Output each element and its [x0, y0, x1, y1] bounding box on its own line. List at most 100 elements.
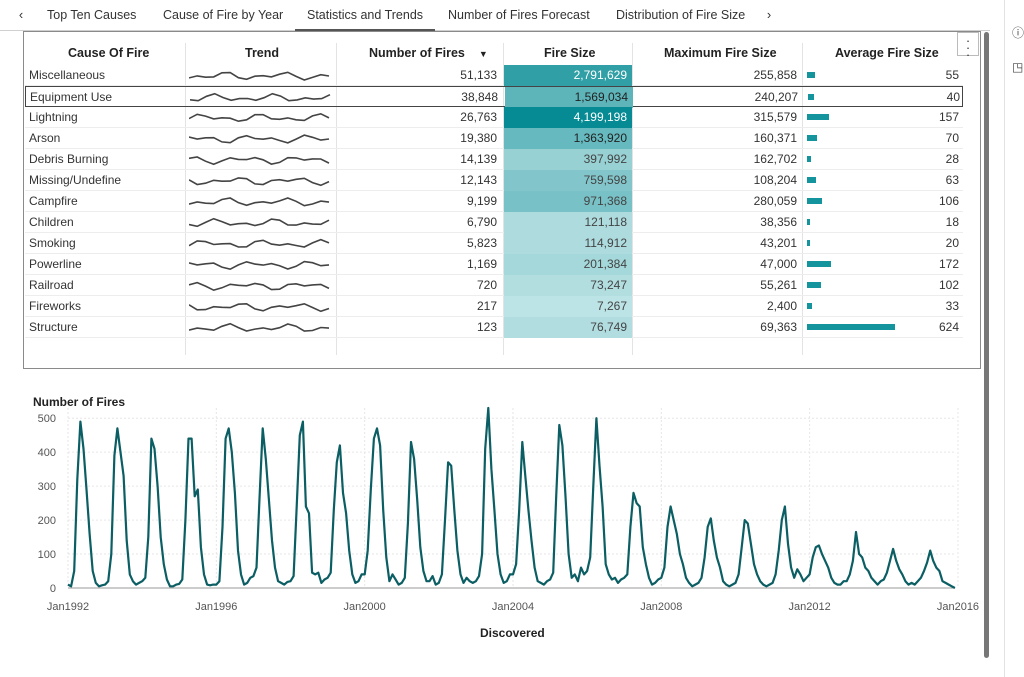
- cause-cell: Miscellaneous: [29, 68, 106, 82]
- column-divider: [503, 43, 504, 355]
- average-fire-size-bar: [807, 261, 831, 267]
- chevron-left-icon[interactable]: ‹: [18, 7, 24, 22]
- maximum-fire-size-cell: 240,207: [754, 90, 798, 104]
- table-row[interactable]: Children 6,790 121,118 38,356 18: [25, 212, 963, 233]
- fire-size-cell: 397,992: [504, 149, 632, 170]
- table-row[interactable]: Lightning 26,763 4,199,198 315,579 157: [25, 107, 963, 128]
- header-number-of-fires[interactable]: Number of Fires ▼: [369, 46, 488, 60]
- x-tick-label: Jan2008: [640, 601, 682, 613]
- fire-size-cell: 1,569,034: [505, 87, 633, 108]
- table-row[interactable]: Arson 19,380 1,363,920 160,371 70: [25, 128, 963, 149]
- header-average-fire-size[interactable]: Average Fire Size: [835, 46, 939, 60]
- fire-size-cell: 1,363,920: [504, 128, 632, 149]
- trend-sparkline: [189, 71, 330, 81]
- table-row[interactable]: Railroad 720 73,247 55,261 102: [25, 275, 963, 296]
- header-fire-size[interactable]: Fire Size: [544, 46, 596, 60]
- vertical-scrollbar[interactable]: [984, 32, 989, 658]
- maximum-fire-size-cell: 280,059: [753, 194, 797, 208]
- header-cause-of-fire[interactable]: Cause Of Fire: [68, 46, 150, 60]
- series-line-number-of-fires: [67, 406, 956, 589]
- average-fire-size-bar: [807, 156, 811, 162]
- maximum-fire-size-cell: 69,363: [760, 320, 797, 334]
- average-fire-size-cell: 28: [945, 152, 959, 166]
- chevron-right-icon[interactable]: ›: [766, 7, 772, 22]
- cause-cell: Smoking: [29, 236, 76, 250]
- tab-statistics-and-trends[interactable]: Statistics and Trends: [295, 0, 436, 31]
- cause-cell: Structure: [29, 320, 78, 334]
- fire-size-cell: 76,749: [504, 317, 632, 338]
- y-tick-label: 200: [38, 515, 56, 527]
- table-row[interactable]: Campfire 9,199 971,368 280,059 106: [25, 191, 963, 212]
- average-fire-size-cell: 70: [945, 131, 959, 145]
- average-fire-size-bar: [807, 240, 810, 246]
- sort-descending-icon: ▼: [478, 49, 488, 59]
- table-row[interactable]: Equipment Use 38,848 1,569,034 240,207 40: [25, 86, 963, 108]
- column-divider: [802, 43, 803, 355]
- fire-size-cell: 971,368: [504, 191, 632, 212]
- trend-sparkline: [189, 238, 330, 248]
- number-of-fires-cell: 123: [476, 320, 497, 334]
- average-fire-size-cell: 40: [946, 90, 960, 104]
- table-row[interactable]: Structure 123 76,749 69,363 624: [25, 317, 963, 338]
- number-of-fires-cell: 38,848: [461, 90, 498, 104]
- info-icon[interactable]: ⓘ: [1012, 26, 1024, 40]
- cause-cell: Lightning: [29, 110, 78, 124]
- chart-x-axis-title: Discovered: [480, 626, 545, 640]
- average-fire-size-cell: 55: [945, 68, 959, 82]
- column-divider: [336, 43, 337, 355]
- fire-size-cell: 4,199,198: [504, 107, 632, 128]
- average-fire-size-cell: 624: [938, 320, 959, 334]
- right-side-panel: ⓘ ◳: [1004, 0, 1024, 677]
- average-fire-size-cell: 33: [945, 299, 959, 313]
- fire-size-cell: 73,247: [504, 275, 632, 296]
- x-tick-label: Jan2016: [937, 601, 979, 613]
- y-tick-label: 0: [50, 583, 56, 595]
- trend-sparkline: [189, 156, 330, 166]
- average-fire-size-cell: 18: [945, 215, 959, 229]
- number-of-fires-cell: 5,823: [466, 236, 497, 250]
- cause-cell: Children: [29, 215, 74, 229]
- y-tick-label: 500: [38, 413, 56, 425]
- y-tick-label: 400: [38, 447, 56, 459]
- average-fire-size-cell: 106: [938, 194, 959, 208]
- trend-sparkline: [189, 260, 330, 271]
- cause-cell: Fireworks: [29, 299, 82, 313]
- table-row[interactable]: Missing/Undefine 12,143 759,598 108,204 63: [25, 170, 963, 191]
- table-row[interactable]: Fireworks 217 7,267 2,400 33: [25, 296, 963, 317]
- average-fire-size-cell: 172: [938, 257, 959, 271]
- table-row[interactable]: Debris Burning 14,139 397,992 162,702 28: [25, 149, 963, 170]
- average-fire-size-bar: [807, 135, 817, 141]
- average-fire-size-cell: 102: [938, 278, 959, 292]
- table-row[interactable]: Powerline 1,169 201,384 47,000 172: [25, 254, 963, 275]
- tab-cause-of-fire-by-year[interactable]: Cause of Fire by Year: [163, 8, 284, 22]
- tab-distribution-of-fire-size[interactable]: Distribution of Fire Size: [616, 8, 746, 22]
- comment-icon[interactable]: ◳: [1012, 60, 1024, 74]
- number-of-fires-cell: 26,763: [460, 110, 497, 124]
- chart-y-axis-title: Number of Fires: [33, 395, 126, 409]
- trend-sparkline: [189, 112, 330, 123]
- average-fire-size-bar: [807, 303, 812, 309]
- header-trend[interactable]: Trend: [245, 46, 280, 60]
- maximum-fire-size-cell: 55,261: [760, 278, 797, 292]
- fire-size-cell: 2,791,629: [504, 65, 632, 86]
- header-maximum-fire-size[interactable]: Maximum Fire Size: [664, 46, 777, 60]
- fire-size-cell: 759,598: [504, 170, 632, 191]
- maximum-fire-size-cell: 255,858: [753, 68, 797, 82]
- average-fire-size-bar: [807, 324, 895, 330]
- average-fire-size-bar: [807, 114, 829, 120]
- maximum-fire-size-cell: 162,702: [753, 152, 797, 166]
- number-of-fires-cell: 12,143: [460, 173, 497, 187]
- maximum-fire-size-cell: 2,400: [766, 299, 797, 313]
- number-of-fires-cell: 720: [476, 278, 497, 292]
- table-row[interactable]: Miscellaneous 51,133 2,791,629 255,858 55: [25, 65, 963, 86]
- average-fire-size-bar: [808, 94, 814, 100]
- table-row[interactable]: Smoking 5,823 114,912 43,201 20: [25, 233, 963, 254]
- trend-sparkline: [189, 302, 330, 313]
- header-number-of-fires-label: Number of Fires: [369, 46, 465, 60]
- more-options-button[interactable]: · · ·: [957, 32, 979, 61]
- average-fire-size-cell: 157: [938, 110, 959, 124]
- trend-sparkline: [189, 134, 330, 144]
- tab-number-of-fires-forecast[interactable]: Number of Fires Forecast: [448, 8, 590, 22]
- tab-top-ten-causes[interactable]: Top Ten Causes: [47, 8, 137, 22]
